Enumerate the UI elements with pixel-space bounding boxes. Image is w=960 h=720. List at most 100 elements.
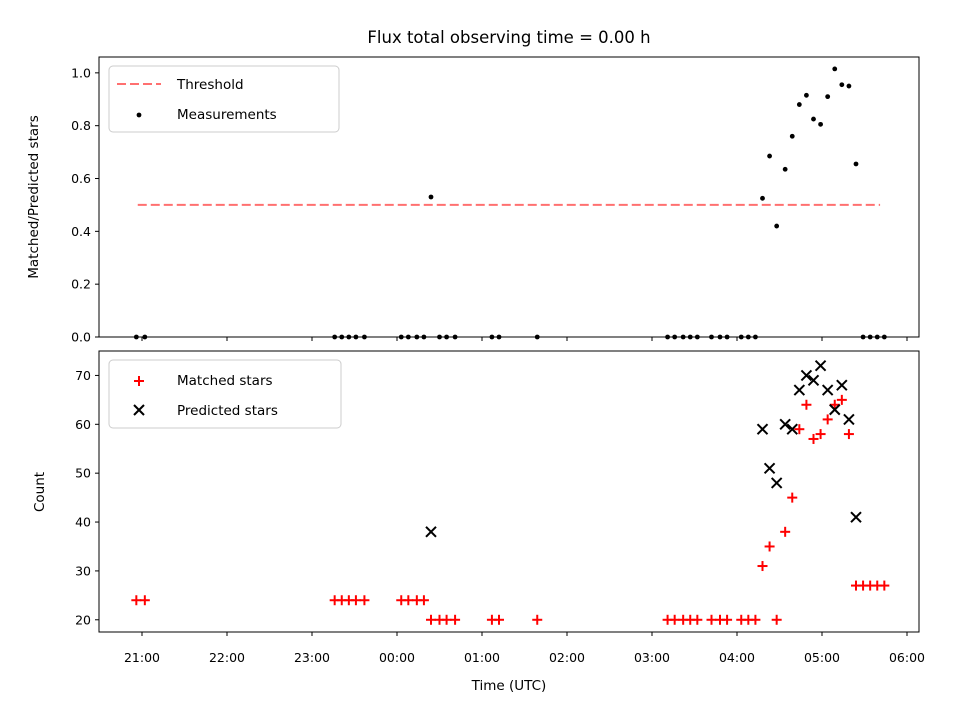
matched-star-point xyxy=(418,595,429,606)
measurement-point xyxy=(860,334,866,340)
count-y-tick-label: 30 xyxy=(75,563,91,578)
measurement-point xyxy=(874,334,880,340)
matched-star-point xyxy=(836,394,847,405)
measurement-point xyxy=(133,334,139,340)
count-panel-frame xyxy=(98,350,920,633)
ratio-legend-box xyxy=(108,65,340,133)
measurement-point xyxy=(853,161,859,167)
legend-predicted-marker-b xyxy=(133,404,145,416)
predicted-star-point xyxy=(843,413,855,426)
measurement-points xyxy=(133,66,887,340)
count-legend: Matched stars Predicted stars xyxy=(108,359,342,429)
count-x-axis: 21:00 22:00 23:00 00:00 01:00 02:00 03:00 04:00… xyxy=(124,632,925,665)
matched-star-point xyxy=(403,595,414,606)
measurement-point xyxy=(745,334,751,340)
legend-predicted-swatch xyxy=(133,404,145,416)
measurement-point xyxy=(825,94,831,100)
chart-title: Flux total observing time = 0.00 h xyxy=(367,28,650,47)
measurement-point xyxy=(760,195,765,201)
legend-measurements-label: Measurements xyxy=(177,107,277,123)
measurement-point xyxy=(496,334,502,340)
legend-predicted-marker xyxy=(133,404,145,416)
matched-star-point xyxy=(722,614,733,625)
measurement-point xyxy=(724,334,730,340)
predicted-star-point-b xyxy=(756,423,769,435)
matched-star-point xyxy=(822,414,833,425)
x-tick-label: 01:00 xyxy=(464,650,500,665)
measurement-point xyxy=(353,334,359,340)
measurement-point xyxy=(767,153,772,159)
matched-star-point xyxy=(139,595,150,606)
measurement-point xyxy=(867,334,873,340)
matched-star-point xyxy=(879,580,890,591)
measurement-point xyxy=(811,116,816,122)
predicted-star-point xyxy=(425,526,437,538)
legend-measurements-swatch xyxy=(136,112,142,118)
x-tick-label: 03:00 xyxy=(634,650,670,665)
matched-star-point xyxy=(815,429,826,440)
ratio-y-tick-label: 1.0 xyxy=(71,65,91,80)
ratio-legend: Threshold Measurements xyxy=(108,65,340,133)
x-tick-label: 02:00 xyxy=(549,650,585,665)
measurement-point xyxy=(738,334,744,340)
predicted-star-point xyxy=(829,403,841,416)
matched-star-point xyxy=(706,614,717,625)
matched-star-point xyxy=(801,399,812,410)
x-tick-label: 06:00 xyxy=(889,650,925,665)
measurement-point xyxy=(437,334,442,340)
measurement-point xyxy=(717,334,723,340)
predicted-star-point xyxy=(814,359,827,372)
predicted-star-point-b xyxy=(850,511,862,523)
matched-star-point xyxy=(426,614,436,625)
measurement-point xyxy=(346,334,352,340)
matched-star-point xyxy=(359,595,370,606)
measurement-point xyxy=(362,334,367,340)
matched-star-point xyxy=(794,424,805,435)
count-y-tick-label: 20 xyxy=(75,612,91,627)
predicted-star-point xyxy=(786,423,798,435)
predicted-star-point-b xyxy=(807,374,820,387)
predicted-star-point-b xyxy=(793,384,806,396)
measurement-point xyxy=(665,334,670,340)
measurement-point xyxy=(405,334,411,340)
matched-stars-points xyxy=(131,394,890,625)
predicted-star-point-b xyxy=(763,462,776,474)
legend-threshold-label: Threshold xyxy=(176,77,244,93)
predicted-star-point-b xyxy=(779,418,791,431)
matched-star-point xyxy=(764,541,775,552)
predicted-star-point xyxy=(756,423,769,435)
predicted-star-point-b xyxy=(786,423,798,435)
measurement-point xyxy=(753,334,758,340)
predicted-star-point xyxy=(850,511,862,523)
ratio-y-tick-label: 0.2 xyxy=(71,277,91,292)
matched-star-point xyxy=(829,399,840,410)
legend-predicted-label: Predicted stars xyxy=(177,403,278,419)
predicted-star-point-b xyxy=(829,403,841,416)
x-tick-label: 05:00 xyxy=(804,650,840,665)
measurement-point xyxy=(782,166,788,172)
measurement-point xyxy=(680,334,686,340)
x-tick-label: 04:00 xyxy=(719,650,755,665)
measurement-point xyxy=(444,334,449,340)
predicted-star-point-b xyxy=(770,477,783,489)
measurement-point xyxy=(421,334,427,340)
predicted-star-point xyxy=(779,418,791,431)
measurement-point xyxy=(818,121,823,127)
measurement-point xyxy=(428,194,434,200)
predicted-star-point xyxy=(836,379,848,391)
ratio-y-tick-label: 0.0 xyxy=(71,330,91,345)
predicted-star-point xyxy=(770,477,783,489)
measurement-point xyxy=(881,334,887,340)
matched-star-point xyxy=(780,526,791,537)
ratio-y-tick-label: 0.6 xyxy=(71,171,91,186)
measurement-point xyxy=(489,334,495,340)
ratio-panel-frame xyxy=(98,56,920,338)
ratio-y-tick-label: 0.4 xyxy=(71,224,91,239)
legend-matched-swatch xyxy=(134,376,144,386)
measurement-point xyxy=(709,334,714,340)
predicted-star-point xyxy=(793,384,806,396)
matched-star-point xyxy=(692,614,703,625)
count-y-tick-label: 60 xyxy=(75,417,91,432)
measurement-point xyxy=(832,66,838,72)
count-legend-box xyxy=(108,359,342,429)
